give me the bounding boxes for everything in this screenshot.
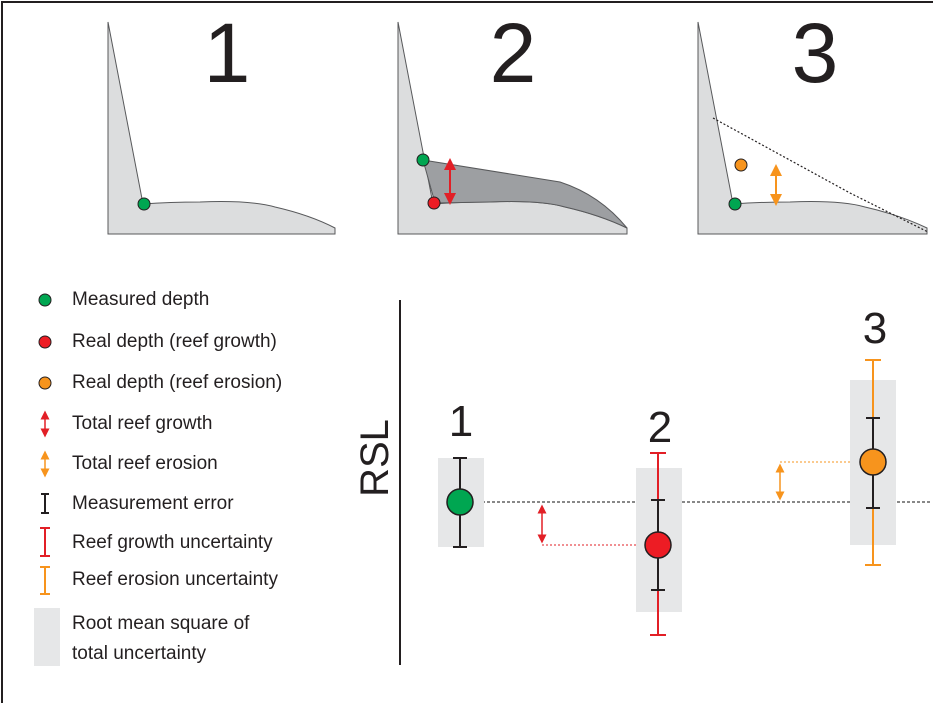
legend-label: Real depth (reef growth) (72, 331, 277, 352)
legend-label: Reef erosion uncertainty (72, 569, 278, 590)
legend-label: Real depth (reef erosion) (72, 372, 282, 393)
legend: Measured depth Real depth (reef growth) Re… (72, 289, 282, 664)
real-dot (428, 197, 440, 209)
legend-label: Measured depth (72, 289, 209, 310)
legend-icon (40, 567, 50, 594)
point-label: 2 (648, 403, 672, 452)
page: {"panels":[{"label":"1"},{"label":"2"},{… (0, 0, 933, 703)
legend-label: Reef growth uncertainty (72, 532, 273, 553)
legend-label: Measurement error (72, 493, 234, 514)
measured-point (447, 489, 473, 515)
legend-label: Root mean square of (72, 613, 250, 634)
panel-number: 2 (490, 6, 537, 100)
legend-label: Total reef erosion (72, 453, 218, 474)
real-point (645, 532, 671, 558)
legend-icon (39, 294, 51, 306)
legend-icon (39, 336, 51, 348)
point-label: 1 (449, 397, 473, 446)
real-dot (735, 159, 747, 171)
legend-icon (40, 528, 50, 556)
frame (2, 2, 933, 703)
panel-number: 3 (792, 6, 839, 100)
measured-dot (417, 154, 429, 166)
panel-number: 1 (204, 6, 251, 100)
legend-icon (39, 377, 51, 389)
measured-dot (138, 198, 150, 210)
diagram: 1 2 3 Measured depth Real depth (reef gro… (0, 0, 933, 703)
legend-icon (34, 608, 60, 666)
axis-label: RSL (353, 419, 397, 497)
legend-label: Total reef growth (72, 413, 212, 434)
real-point (860, 449, 886, 475)
legend-icon (41, 494, 49, 513)
point-label: 3 (863, 304, 887, 353)
legend-label: total uncertainty (72, 643, 207, 664)
measured-dot (729, 198, 741, 210)
